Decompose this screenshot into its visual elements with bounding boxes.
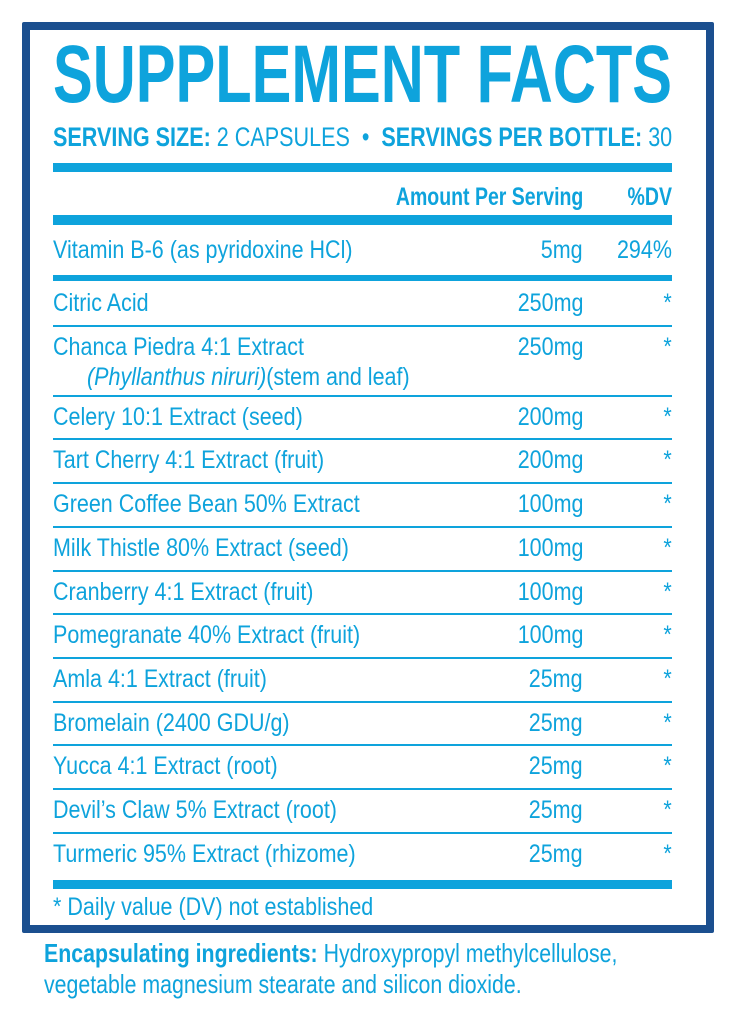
- ingredient-name: Bromelain (2400 GDU/g): [53, 708, 290, 737]
- serving-size-label: SERVING SIZE:: [53, 122, 211, 152]
- encapsulating-line1: Hydroxypropyl methylcellulose,: [323, 938, 618, 968]
- ingredient-amount: 100mg: [517, 621, 583, 650]
- ingredient-name: Devil’s Claw 5% Extract (root): [53, 796, 337, 824]
- ingredient-dv: *: [663, 490, 672, 519]
- ingredient-amount: 100mg: [517, 533, 583, 562]
- ingredient-amount: 250mg: [517, 332, 583, 361]
- divider-thin: [53, 613, 672, 616]
- dv-header: %DV: [627, 183, 672, 211]
- ingredient-amount: 25mg: [529, 752, 583, 781]
- ingredient-name: Green Coffee Bean 50% Extract: [53, 490, 360, 519]
- ingredient-part: (stem and leaf): [266, 362, 410, 391]
- divider-thin: [53, 700, 672, 703]
- ingredient-dv: *: [663, 577, 672, 606]
- encapsulating-line2: vegetable magnesium stearate and silicon…: [44, 969, 522, 999]
- encapsulating-ingredients: Encapsulating ingredients: Hydroxypropyl…: [44, 938, 617, 1000]
- ingredient-latin-name: (Phyllanthus niruri): [87, 362, 267, 391]
- nutrient-amount: 5mg: [541, 236, 583, 264]
- ingredient-name: Chanca Piedra 4:1 Extract: [53, 332, 304, 361]
- divider-thin: [53, 831, 672, 834]
- divider-thin: [53, 438, 672, 441]
- divider-thick: [53, 880, 672, 889]
- ingredient-amount: 25mg: [529, 839, 583, 868]
- ingredient-name: Cranberry 4:1 Extract (fruit): [53, 577, 314, 606]
- ingredient-amount: 25mg: [529, 796, 583, 824]
- ingredient-dv: *: [663, 752, 672, 781]
- ingredient-dv: *: [663, 289, 672, 317]
- ingredient-amount: 25mg: [529, 664, 583, 693]
- ingredient-name: Celery 10:1 Extract (seed): [53, 402, 303, 431]
- panel-title: SUPPLEMENT FACTS: [53, 29, 672, 120]
- divider-thin: [53, 482, 672, 485]
- supplement-facts-panel: SUPPLEMENT FACTS SERVING SIZE: 2 CAPSULE…: [22, 22, 714, 933]
- divider-thick: [53, 215, 672, 225]
- ingredient-name: Yucca 4:1 Extract (root): [53, 752, 278, 781]
- divider-thin: [53, 569, 672, 572]
- encapsulating-label: Encapsulating ingredients:: [44, 938, 318, 968]
- ingredient-name: Turmeric 95% Extract (rhizome): [53, 839, 356, 868]
- ingredient-amount: 200mg: [517, 402, 583, 431]
- ingredient-name: Tart Cherry 4:1 Extract (fruit): [53, 446, 325, 475]
- column-header: Amount Per Serving %DV: [53, 182, 672, 212]
- ingredient-dv: *: [663, 664, 672, 693]
- divider-thin: [53, 394, 672, 397]
- ingredient-amount: 100mg: [517, 490, 583, 519]
- ingredient-amount: 250mg: [517, 289, 583, 317]
- ingredient-dv: *: [663, 839, 672, 868]
- divider-thin: [53, 788, 672, 790]
- serving-info: SERVING SIZE: 2 CAPSULES • SERVINGS PER …: [53, 122, 672, 152]
- divider-thin: [53, 324, 672, 327]
- ingredient-name: Milk Thistle 80% Extract (seed): [53, 533, 349, 562]
- servings-per-bottle-label: SERVINGS PER BOTTLE:: [381, 122, 643, 152]
- ingredient-subtext: (Phyllanthus niruri)(stem and leaf): [87, 362, 410, 392]
- ingredient-amount: 100mg: [517, 577, 583, 606]
- servings-per-bottle-value: 30: [648, 122, 673, 152]
- nutrient-dv: 294%: [617, 236, 672, 264]
- divider-thin: [53, 656, 672, 659]
- ingredient-dv: *: [663, 533, 672, 562]
- ingredient-name: Citric Acid: [53, 289, 149, 317]
- ingredient-amount: 200mg: [517, 446, 583, 475]
- divider-thin: [53, 525, 672, 528]
- ingredient-amount: 25mg: [529, 708, 583, 737]
- ingredient-dv: *: [663, 402, 672, 431]
- divider-thin: [53, 744, 672, 747]
- divider-thick: [53, 163, 672, 172]
- ingredient-dv: *: [663, 332, 672, 361]
- ingredient-name: Amla 4:1 Extract (fruit): [53, 664, 267, 693]
- amount-header: Amount Per Serving: [395, 183, 583, 211]
- ingredient-name: Pomegranate 40% Extract (fruit): [53, 621, 361, 650]
- ingredient-dv: *: [663, 708, 672, 737]
- footnote: * Daily value (DV) not established: [53, 893, 374, 921]
- separator-bullet: •: [361, 122, 370, 152]
- serving-size-value: 2 CAPSULES: [216, 122, 350, 152]
- ingredient-dv: *: [663, 621, 672, 650]
- ingredient-dv: *: [663, 796, 672, 824]
- divider-medium: [53, 275, 672, 281]
- nutrient-name: Vitamin B-6 (as pyridoxine HCl): [53, 236, 353, 264]
- ingredient-dv: *: [663, 446, 672, 475]
